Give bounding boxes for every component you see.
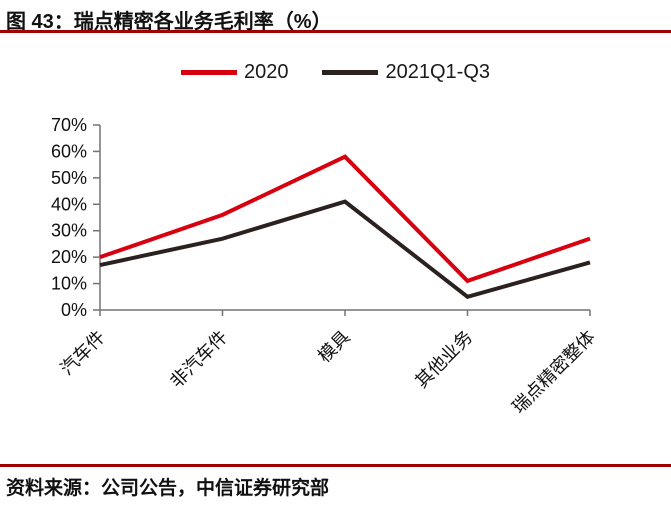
y-tick-label: 70%: [51, 115, 87, 135]
legend-label-2020: 2020: [243, 60, 289, 83]
footer-rule: [0, 464, 671, 467]
y-tick-label: 10%: [51, 274, 87, 294]
legend-item-2020: 2020: [180, 60, 289, 84]
x-axis-label: 其他业务: [411, 327, 476, 392]
y-tick-label: 30%: [51, 221, 87, 241]
source-note: 资料来源：公司公告，中信证券研究部: [6, 478, 330, 499]
legend-label-2021q1-q3: 2021Q1-Q3: [385, 60, 490, 83]
y-tick-label: 0%: [61, 300, 87, 320]
legend: 2020 2021Q1-Q3: [0, 58, 671, 86]
figure-title: 图 43：瑞点精密各业务毛利率（%）: [6, 11, 332, 33]
y-tick-label: 20%: [51, 247, 87, 267]
y-tick-label: 60%: [51, 141, 87, 161]
title-rule: [0, 30, 671, 33]
x-axis-label: 非汽车件: [166, 327, 231, 392]
legend-item-2021q1-q3: 2021Q1-Q3: [322, 61, 490, 84]
y-tick-label: 50%: [51, 168, 87, 188]
x-axis-label: 汽车件: [57, 327, 109, 379]
legend-swatch-2021q1-q3: [322, 69, 379, 75]
series-line-2021Q1-Q3: [99, 199, 591, 299]
x-axis-label: 模具: [314, 327, 354, 367]
y-tick-label: 40%: [51, 194, 87, 214]
series-line-2020: [99, 154, 591, 284]
x-axis-label: 瑞点精密整体: [508, 327, 599, 418]
legend-swatch-2020: [180, 69, 237, 75]
